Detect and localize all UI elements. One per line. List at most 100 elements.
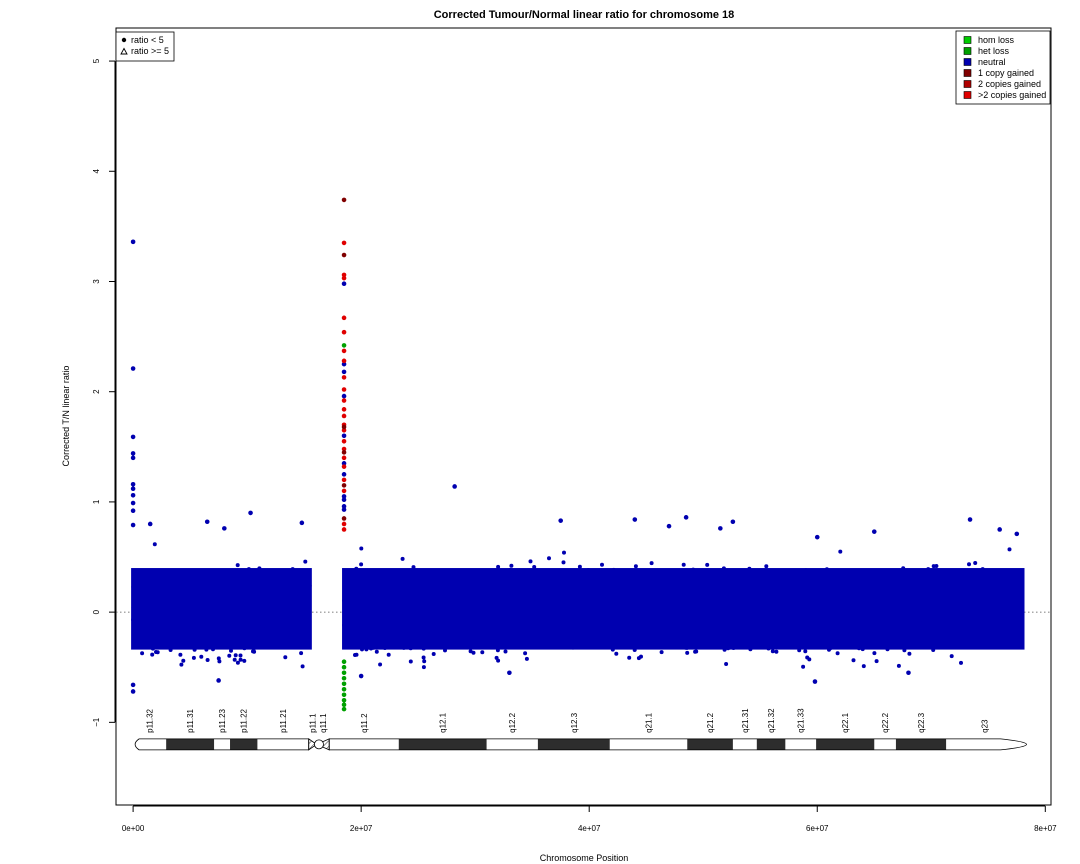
- band-label: q22.3: [917, 712, 926, 733]
- data-point: [814, 534, 820, 540]
- color-legend-box: [955, 30, 1051, 105]
- data-point: [341, 446, 347, 452]
- color-legend-label: het loss: [978, 46, 1010, 56]
- data-point: [130, 508, 136, 514]
- ideogram-band: [687, 738, 733, 750]
- data-point: [341, 507, 347, 512]
- data-point: [341, 516, 347, 521]
- data-point: [341, 472, 347, 477]
- color-legend-label: >2 copies gained: [978, 90, 1046, 100]
- band-label: p11.23: [218, 708, 227, 732]
- data-point: [130, 239, 136, 245]
- data-point: [299, 520, 305, 526]
- data-point: [1014, 531, 1020, 537]
- color-swatch: [963, 58, 972, 66]
- data-point: [341, 497, 347, 503]
- band-label: q22.1: [841, 712, 850, 733]
- x-tick-label: 4e+07: [578, 824, 601, 833]
- data-points: [130, 197, 1020, 712]
- data-point: [341, 240, 347, 246]
- ideogram-p-arm-outline: [134, 738, 310, 751]
- x-axis: 0e+00 2e+07 4e+07 6e+07 8e+07: [122, 805, 1057, 833]
- data-point: [507, 670, 512, 676]
- shape-legend-label: ratio < 5: [131, 35, 164, 45]
- band-label: q21.1: [644, 712, 653, 733]
- band-label: q11.2: [360, 713, 369, 733]
- neutral-scatter-points: [131, 542, 312, 669]
- band-label: p11.1: [309, 713, 318, 733]
- data-point: [341, 692, 347, 698]
- y-axis: −1 0 1 2 3 4 5: [92, 58, 116, 727]
- plot-area: 0e+00 2e+07 4e+07 6e+07 8e+07 −1 0 1 2 3 4 5 p11.3…: [92, 27, 1057, 833]
- chromosome-ideogram: p11.32 p11.31 p11.23 p11.22 p11.21 p11.1 q11.1…: [134, 708, 1027, 751]
- color-legend-label: 2 copies gained: [978, 79, 1041, 89]
- data-point: [341, 348, 347, 354]
- data-point: [558, 518, 563, 523]
- data-point: [341, 275, 347, 281]
- color-legend-label: 1 copy gained: [978, 68, 1034, 78]
- data-point: [341, 387, 347, 392]
- data-point: [341, 272, 347, 278]
- data-point: [130, 682, 136, 688]
- data-point: [341, 197, 347, 203]
- y-tick-label: 2: [92, 389, 101, 394]
- neutral-scatter-points: [342, 546, 1025, 670]
- data-point: [997, 527, 1002, 532]
- data-point: [871, 529, 877, 534]
- data-point: [222, 526, 227, 531]
- data-point: [632, 517, 638, 522]
- data-point: [130, 486, 136, 491]
- y-axis-label: Corrected T/N linear ratio: [61, 366, 71, 467]
- filled-circle-symbol: [121, 37, 127, 43]
- band-label: p11.22: [240, 708, 249, 732]
- x-tick-label: 2e+07: [350, 824, 373, 833]
- data-point: [812, 679, 818, 684]
- data-point: [341, 464, 347, 469]
- y-tick-label: −1: [92, 717, 101, 727]
- band-label: p11.21: [279, 708, 288, 732]
- data-point: [341, 361, 347, 367]
- data-point: [341, 329, 347, 335]
- color-legend-label: hom loss: [978, 35, 1015, 45]
- chart-title: Corrected Tumour/Normal linear ratio for…: [434, 9, 735, 21]
- centromere-circle: [314, 739, 324, 750]
- band-label: q22.2: [881, 712, 890, 733]
- band-label: p11.31: [186, 708, 195, 732]
- data-point: [341, 413, 347, 419]
- shape-legend-label: ratio >= 5: [131, 46, 169, 56]
- data-point: [341, 369, 347, 375]
- data-point: [216, 678, 221, 683]
- data-point: [341, 343, 347, 348]
- x-tick-label: 0e+00: [122, 824, 145, 833]
- data-point: [130, 366, 136, 371]
- plot-frame: [115, 27, 1052, 806]
- data-point: [130, 500, 136, 506]
- data-point: [341, 398, 347, 403]
- band-label: q12.2: [508, 712, 517, 733]
- data-point: [341, 670, 347, 676]
- y-tick-label: 1: [92, 499, 101, 504]
- data-point: [147, 521, 153, 527]
- data-point: [452, 484, 457, 489]
- data-point: [341, 659, 347, 665]
- data-point: [341, 375, 347, 380]
- data-point: [341, 686, 347, 692]
- data-point: [341, 450, 347, 455]
- color-swatch: [963, 36, 972, 44]
- data-point: [718, 526, 723, 531]
- data-point: [130, 434, 136, 440]
- data-point: [666, 523, 672, 529]
- shape-legend-box: [115, 31, 175, 62]
- data-point: [341, 455, 347, 461]
- data-point: [341, 424, 347, 430]
- data-point: [130, 481, 136, 487]
- ideogram-band: [398, 738, 487, 750]
- data-point: [341, 697, 347, 703]
- data-point: [341, 477, 347, 483]
- y-tick-label: 5: [92, 58, 101, 63]
- data-point: [341, 488, 347, 494]
- band-label: q21.2: [706, 712, 715, 733]
- ideogram-band: [895, 738, 947, 750]
- data-point: [341, 315, 347, 321]
